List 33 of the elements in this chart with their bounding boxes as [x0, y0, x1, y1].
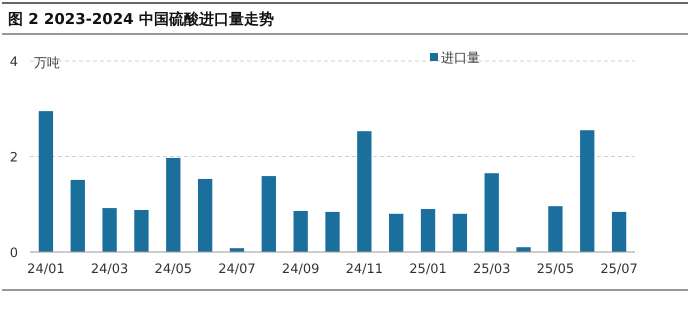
- bar: [325, 212, 340, 252]
- x-tick-label: 25/01: [409, 262, 447, 277]
- x-tick-label: 25/03: [472, 262, 510, 277]
- bar: [484, 173, 499, 252]
- bar: [293, 210, 308, 252]
- bar: [420, 209, 436, 252]
- bar: [357, 131, 372, 252]
- bar: [70, 180, 85, 252]
- x-tick-label: 24/01: [27, 262, 65, 277]
- x-tick-label: 24/05: [154, 262, 192, 277]
- bar: [198, 178, 212, 252]
- bar: [38, 111, 54, 252]
- x-tick-label: 24/09: [282, 262, 320, 277]
- chart-title: 图 2 2023-2024 中国硫酸进口量走势: [8, 10, 274, 28]
- bar: [389, 214, 404, 252]
- x-tick-label: 24/03: [90, 262, 128, 277]
- bar: [166, 158, 180, 252]
- x-tick-label: 24/07: [218, 262, 256, 277]
- y-tick-label: 0: [10, 246, 18, 261]
- y-tick-label: 2: [10, 150, 18, 166]
- x-tick-label: 25/05: [536, 262, 574, 277]
- bar: [516, 247, 531, 252]
- bar: [452, 214, 468, 252]
- y-tick-label: 4: [10, 55, 18, 70]
- x-tick-label: 25/07: [600, 262, 638, 277]
- bar: [262, 176, 276, 252]
- bar: [580, 130, 594, 252]
- bar: [102, 208, 117, 252]
- legend-label: 进口量: [441, 51, 480, 66]
- bar: [134, 210, 149, 252]
- x-tick-label: 24/11: [346, 262, 384, 277]
- bar: [548, 206, 563, 252]
- bar: [612, 212, 626, 252]
